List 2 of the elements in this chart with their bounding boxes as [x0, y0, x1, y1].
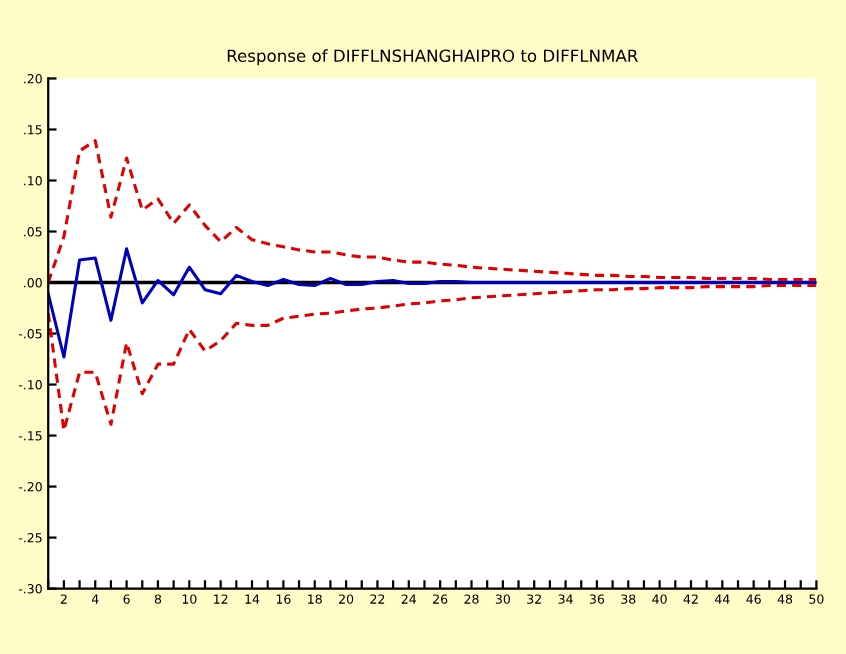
chart-title: Response of DIFFLNSHANGHAIPRO to DIFFLNMAR — [227, 49, 638, 66]
line-series — [48, 247, 817, 359]
